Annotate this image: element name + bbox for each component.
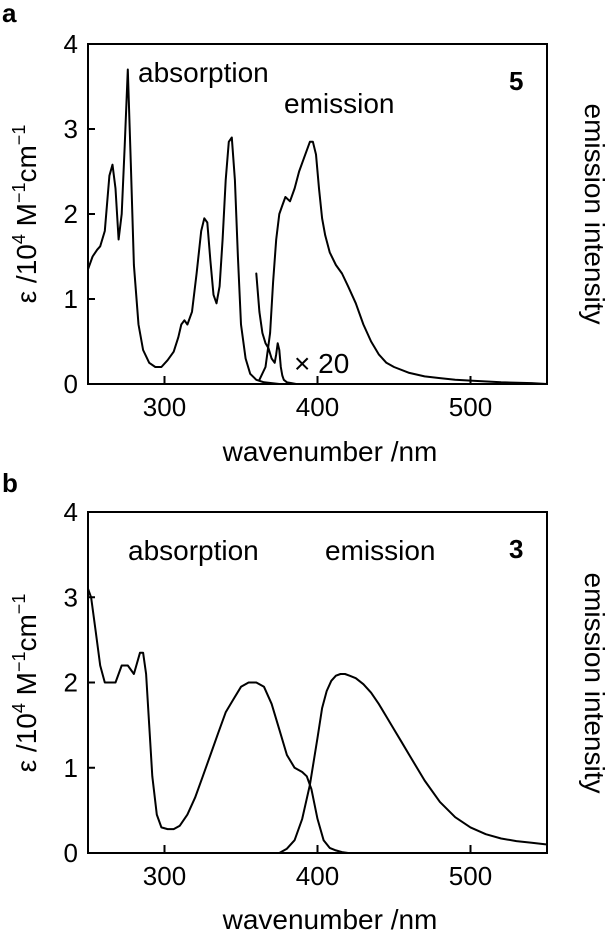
panel-b-y-axis-label: ε /104 M−1cm−1 xyxy=(9,594,42,773)
panel-a-x-tick-label: 300 xyxy=(143,392,186,422)
panel-b-x-tick-label: 400 xyxy=(296,861,339,891)
panel-b-y-tick-label: 1 xyxy=(64,753,78,783)
panel-b-x-tick-label: 500 xyxy=(449,861,492,891)
panel-b-letter: b xyxy=(2,468,18,498)
panel-b-y-axis: 0 1 2 3 4 xyxy=(64,497,95,868)
panel-a-y-tick-label: 4 xyxy=(64,29,78,59)
panel-a-y-tick-label: 0 xyxy=(64,369,78,399)
panel-a-y-axis-label: ε /104 M−1cm−1 xyxy=(9,125,42,304)
panel-a-x-axis-label: wavenumber /nm xyxy=(222,436,438,467)
panel-b-series-1-line xyxy=(278,673,548,854)
panel-a-series-1-line xyxy=(255,272,304,385)
panel-b-y-tick-label: 3 xyxy=(64,582,78,612)
panel-a-plot-area xyxy=(87,68,548,385)
panel-a-y-axis: 0 1 2 3 4 xyxy=(64,29,95,399)
panel-a-y-tick-label: 1 xyxy=(64,284,78,314)
panel-b-emission-annotation: emission xyxy=(325,535,435,566)
panel-b-absorption-annotation: absorption xyxy=(128,535,259,566)
panel-a-scale-annotation: × 20 xyxy=(294,348,349,379)
panel-b-y-tick-label: 4 xyxy=(64,497,78,527)
panel-b-compound-label: 3 xyxy=(509,534,523,564)
panel-a: a 0 1 2 3 4 300 400 500 absorption emission × … xyxy=(2,0,605,467)
panel-a-y-tick-label: 2 xyxy=(64,199,78,229)
panel-a-right-axis-label: emission intensity xyxy=(579,104,605,325)
panel-a-compound-label: 5 xyxy=(509,66,523,96)
panel-b-series-0-line xyxy=(87,587,357,854)
panel-b-y-tick-label: 0 xyxy=(64,838,78,868)
panel-b-x-tick-label: 300 xyxy=(143,861,186,891)
panel-a-series-2-line xyxy=(258,140,548,385)
panel-a-absorption-annotation: absorption xyxy=(138,57,269,88)
panel-a-x-axis: 300 400 500 xyxy=(143,376,492,422)
panel-a-emission-annotation: emission xyxy=(284,88,394,119)
panel-a-series-0-line xyxy=(87,68,281,385)
panel-b-plot-area xyxy=(87,587,548,854)
panel-b-y-tick-label: 2 xyxy=(64,668,78,698)
panel-b-right-axis-label: emission intensity xyxy=(579,573,605,794)
panel-a-x-tick-label: 400 xyxy=(296,392,339,422)
panel-a-y-tick-label: 3 xyxy=(64,114,78,144)
panel-a-letter: a xyxy=(2,0,17,28)
panel-b-x-axis-label: wavenumber /nm xyxy=(222,904,438,935)
panel-b-x-axis: 300 400 500 xyxy=(143,845,492,891)
panel-a-x-tick-label: 500 xyxy=(449,392,492,422)
